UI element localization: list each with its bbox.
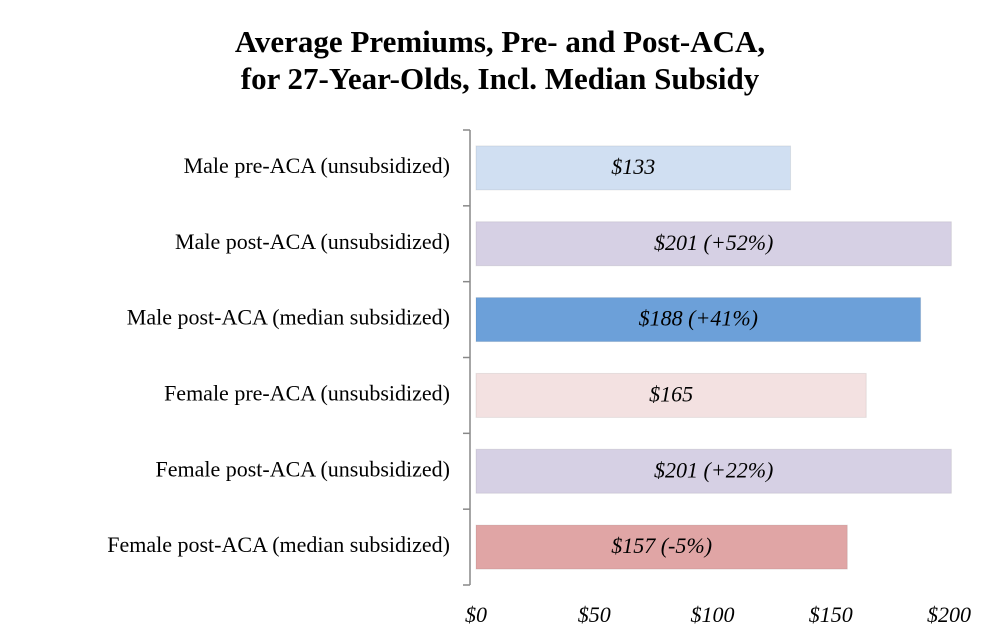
value-label: $157 (-5%)	[611, 533, 712, 558]
value-label: $188 (+41%)	[639, 306, 758, 331]
bar	[475, 297, 922, 343]
value-label: $201 (+22%)	[654, 457, 773, 482]
x-tick-label: $50	[578, 602, 611, 627]
bar	[475, 221, 952, 267]
value-label: $201 (+52%)	[654, 230, 773, 255]
y-tick-label: Male post-ACA (median subsidized)	[127, 305, 450, 330]
value-label: $165	[649, 381, 693, 406]
bar	[475, 372, 867, 418]
y-tick-label: Female post-ACA (median subsidized)	[107, 532, 450, 557]
x-tick-label: $0	[465, 602, 487, 627]
x-tick-label: $200	[927, 602, 971, 627]
y-tick-label: Male post-ACA (unsubsidized)	[175, 229, 450, 254]
x-tick-label: $150	[809, 602, 853, 627]
y-tick-label: Male pre-ACA (unsubsidized)	[184, 153, 450, 178]
bar	[475, 524, 848, 570]
x-tick-label: $100	[691, 602, 735, 627]
y-tick-label: Female post-ACA (unsubsidized)	[155, 456, 450, 481]
y-tick-label: Female pre-ACA (unsubsidized)	[164, 380, 450, 405]
bar	[475, 145, 792, 191]
chart-title: for 27-Year-Olds, Incl. Median Subsidy	[241, 61, 760, 96]
value-label: $133	[611, 154, 655, 179]
chart-title: Average Premiums, Pre- and Post-ACA,	[235, 24, 765, 59]
bar	[475, 448, 952, 494]
